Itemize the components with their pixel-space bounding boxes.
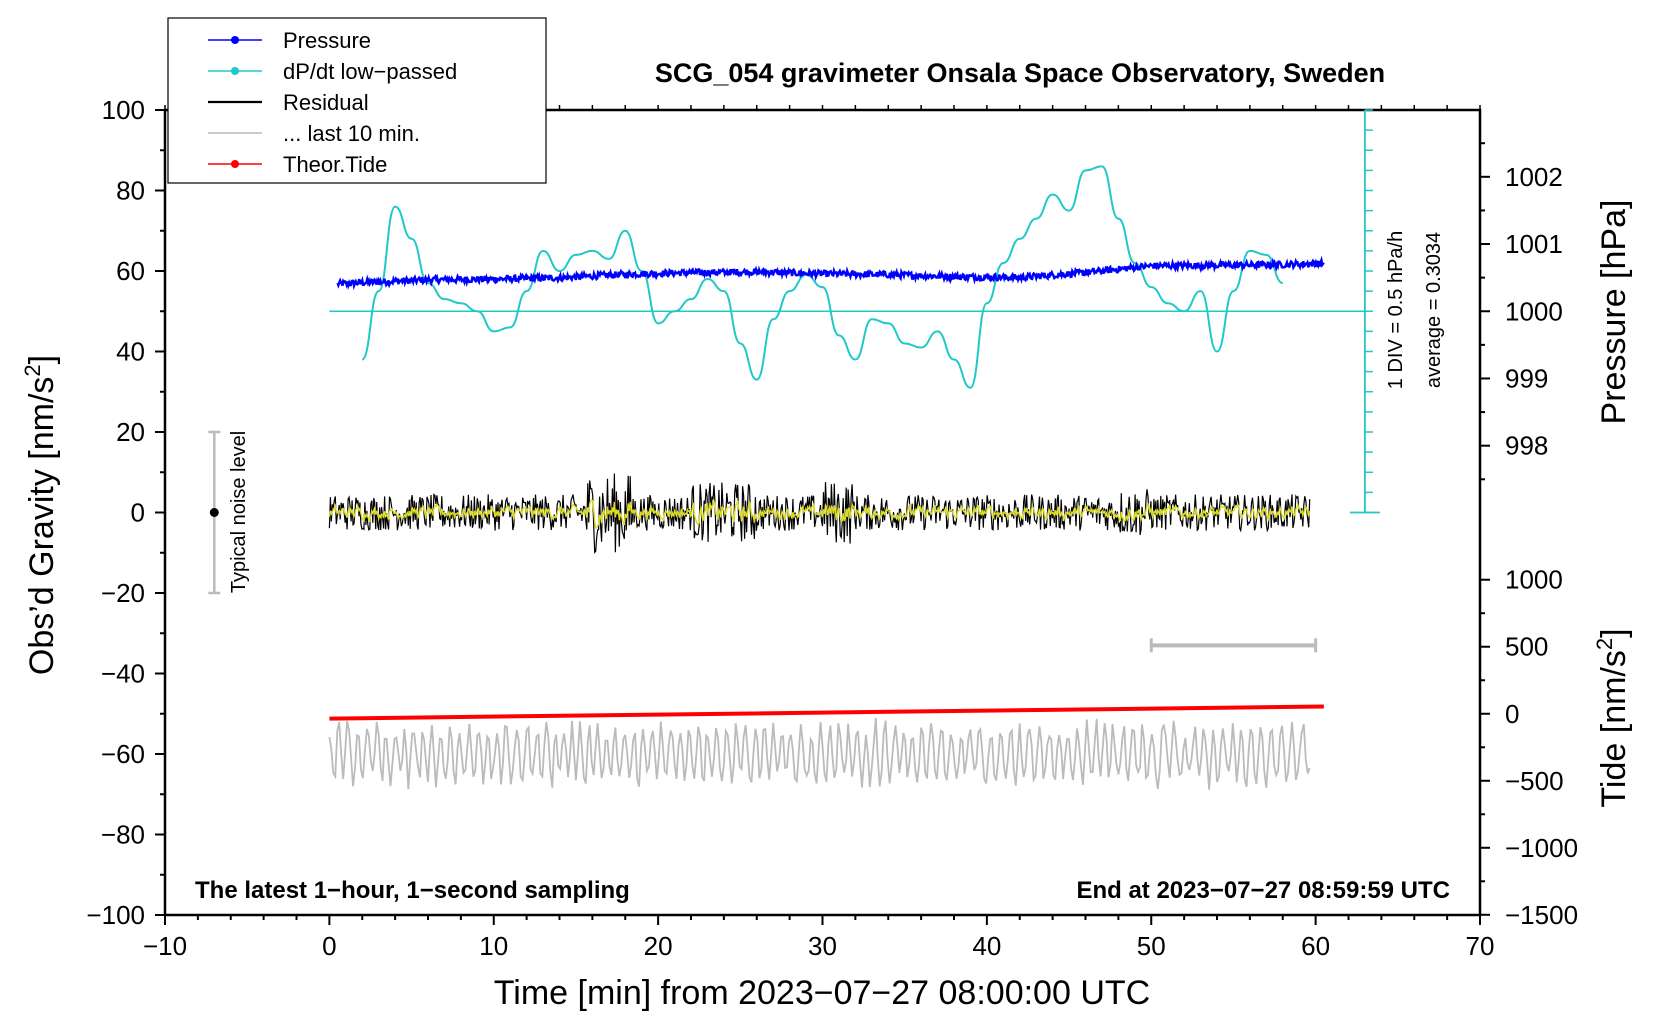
- y-axis-title-tide-end: ]: [1595, 628, 1633, 637]
- tide-tick-label: 1000: [1505, 565, 1563, 595]
- x-tick-label: 50: [1137, 931, 1166, 961]
- legend-label: Residual: [283, 90, 369, 115]
- pressure-tick-label: 999: [1505, 363, 1548, 393]
- last10min-line: [328, 718, 1311, 790]
- tide-tick-label: −1500: [1505, 900, 1578, 930]
- noise-level-dot: [209, 508, 219, 517]
- pressure-tick-label: 1002: [1505, 162, 1563, 192]
- y-axis-title-tide-sup: 2: [1592, 638, 1617, 650]
- tick-layer: −10 0 10 20 30 40 50 60 70100806040200−20−40−60−…: [86, 95, 1578, 961]
- x-tick-label: 30: [808, 931, 837, 961]
- legend-box: [167, 17, 547, 184]
- dpdt-lowpassed-line: [361, 165, 1284, 389]
- y-axis-title-left: Obs’d Gravity [nm/s2]: [20, 355, 61, 675]
- y-axis-title-pressure: Pressure [hPa]: [1595, 200, 1633, 425]
- legend: Pressure dP/dt low−passed Residual ... last…: [167, 17, 547, 184]
- y-tick-label: −60: [101, 739, 145, 769]
- pressure-tick-label: 998: [1505, 431, 1548, 461]
- chart-title: SCG_054 gravimeter Onsala Space Observat…: [655, 58, 1385, 88]
- pressure-div-label: 1 DIV = 0.5 hPa/h: [1385, 231, 1407, 389]
- tide-tick-label: 500: [1505, 632, 1548, 662]
- legend-label: Pressure: [283, 28, 371, 53]
- footer-left-note: The latest 1−hour, 1−second sampling: [195, 877, 630, 904]
- legend-label: Theor.Tide: [283, 152, 387, 177]
- y-tick-label: −80: [101, 820, 145, 850]
- tide-tick-label: 0: [1505, 699, 1519, 729]
- y-tick-label: 60: [116, 256, 145, 286]
- series-layer: [328, 165, 1365, 790]
- x-axis-title: Time [min] from 2023−07−27 08:00:00 UTC: [494, 974, 1150, 1012]
- residual-smoothed-line: [328, 498, 1311, 529]
- y-tick-label: 100: [102, 95, 145, 125]
- tide-tick-label: −500: [1505, 766, 1564, 796]
- pressure-average-label: average = 0.3034: [1423, 232, 1445, 388]
- x-tick-label: 0: [322, 931, 336, 961]
- tide-tick-label: −1000: [1505, 833, 1578, 863]
- legend-items: Pressure dP/dt low−passed Residual ... last…: [208, 28, 457, 177]
- y-axis-title-left-end: ]: [23, 355, 61, 364]
- y-tick-label: 20: [116, 417, 145, 447]
- x-tick-label: 70: [1466, 931, 1495, 961]
- x-tick-label: −10: [143, 931, 187, 961]
- y-tick-label: −20: [101, 578, 145, 608]
- x-tick-label: 40: [972, 931, 1001, 961]
- x-tick-label: 60: [1301, 931, 1330, 961]
- y-tick-label: −40: [101, 659, 145, 689]
- x-tick-label: 20: [644, 931, 673, 961]
- y-axis-title-tide: Tide [nm/s2]: [1592, 628, 1633, 807]
- y-tick-label: −100: [86, 900, 145, 930]
- legend-swatch-marker: [231, 67, 239, 75]
- legend-label: dP/dt low−passed: [283, 59, 457, 84]
- pressure-tick-label: 1001: [1505, 229, 1563, 259]
- footer-right-note: End at 2023−07−27 08:59:59 UTC: [1076, 877, 1450, 904]
- legend-label: ... last 10 min.: [283, 121, 420, 146]
- y-tick-label: 40: [116, 337, 145, 367]
- y-tick-label: 0: [131, 498, 145, 528]
- y-axis-title-left-sup: 2: [20, 364, 45, 376]
- theor-tide-line: [329, 704, 1324, 721]
- pressure-tick-label: 1000: [1505, 296, 1563, 326]
- typical-noise-label: Typical noise level: [228, 431, 250, 593]
- legend-swatch-marker: [231, 36, 239, 44]
- legend-swatch-marker: [231, 160, 239, 168]
- x-tick-label: 10: [479, 931, 508, 961]
- pressure-line: [336, 255, 1325, 291]
- y-tick-label: 80: [116, 176, 145, 206]
- extras-layer: [208, 109, 1380, 653]
